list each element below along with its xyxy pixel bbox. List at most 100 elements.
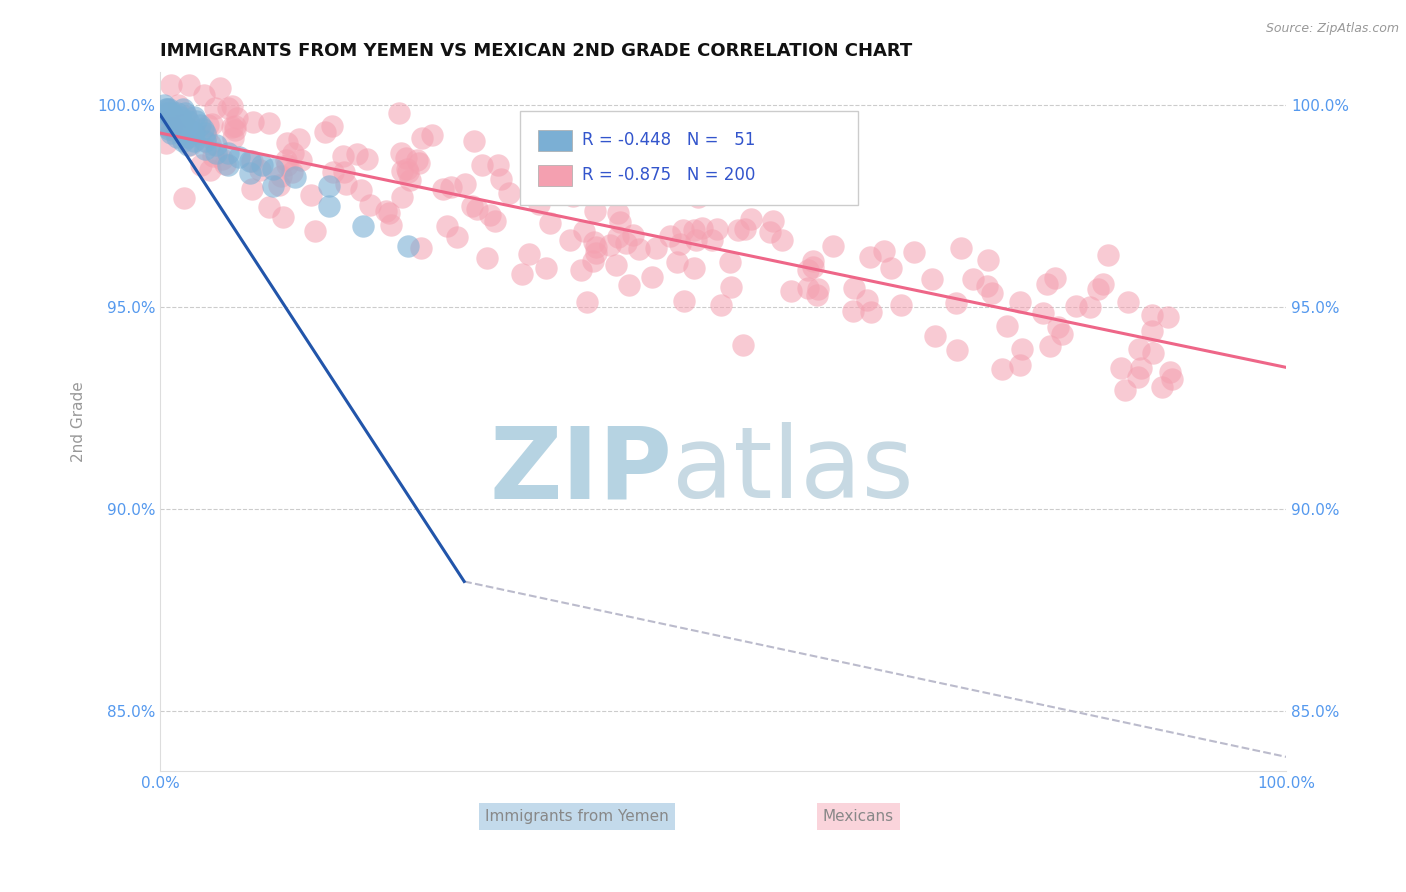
Point [221,120,243,135]
Point [585,245,607,260]
Point [217,101,239,115]
Point [976,278,998,293]
Point [962,272,984,286]
Point [399,173,422,187]
Point [172,126,194,140]
Point [188,118,211,132]
Point [924,328,946,343]
Point [582,235,605,249]
Point [484,214,506,228]
Point [534,261,557,276]
Point [801,260,824,274]
Point [166,105,188,120]
Point [163,114,186,128]
Point [872,244,894,258]
Point [183,110,205,124]
Point [356,152,378,166]
FancyBboxPatch shape [538,129,572,151]
Point [710,298,733,312]
Point [186,114,208,128]
Point [460,199,482,213]
Point [177,138,200,153]
Point [475,251,498,265]
Point [980,285,1002,300]
Point [173,191,195,205]
Point [903,244,925,259]
Point [224,123,246,137]
Point [396,239,419,253]
Point [359,198,381,212]
Point [211,152,233,166]
Point [157,102,180,116]
Point [801,254,824,268]
Point [950,241,973,255]
Point [585,240,607,254]
Point [177,114,200,128]
Point [406,153,429,167]
Point [257,200,280,214]
Point [806,288,828,302]
Point [576,294,599,309]
Point [194,134,217,148]
Point [174,105,197,120]
Point [1010,294,1032,309]
Point [160,78,183,92]
Point [889,298,911,312]
Point [453,178,475,192]
Point [432,182,454,196]
Point [995,318,1018,333]
Point [281,165,304,179]
Text: R = -0.448   N =   51: R = -0.448 N = 51 [582,131,756,149]
Point [201,149,224,163]
Point [440,180,463,194]
Point [706,222,728,236]
Point [179,137,201,152]
Point [411,131,433,145]
Point [378,206,401,220]
Point [177,122,200,136]
Point [318,199,340,213]
Point [609,215,631,229]
Point [1064,300,1087,314]
Point [395,152,418,166]
Point [391,163,413,178]
Point [276,153,298,168]
Point [1091,277,1114,291]
Point [166,130,188,145]
Point [1087,282,1109,296]
Point [304,224,326,238]
Point [823,239,845,253]
Point [1140,324,1163,338]
Point [160,110,183,124]
Point [408,155,430,169]
Point [727,223,749,237]
Point [190,158,212,172]
Point [510,267,533,281]
Point [436,219,458,233]
Point [159,118,181,132]
Point [489,171,512,186]
Point [733,338,755,352]
Point [1032,305,1054,319]
Point [157,120,180,135]
Point [249,163,271,178]
Point [191,122,214,136]
Point [538,216,561,230]
Point [174,109,197,123]
Point [550,184,572,198]
Text: atlas: atlas [672,422,914,519]
Point [1047,320,1070,334]
Point [239,166,262,180]
Point [1128,342,1150,356]
Point [160,126,183,140]
Y-axis label: 2nd Grade: 2nd Grade [72,382,86,462]
Point [197,118,219,132]
Point [758,225,780,239]
Point [1008,358,1031,372]
Point [569,263,592,277]
Point [627,163,650,178]
Point [574,178,596,192]
Point [163,124,186,138]
Point [780,285,803,299]
Point [446,230,468,244]
